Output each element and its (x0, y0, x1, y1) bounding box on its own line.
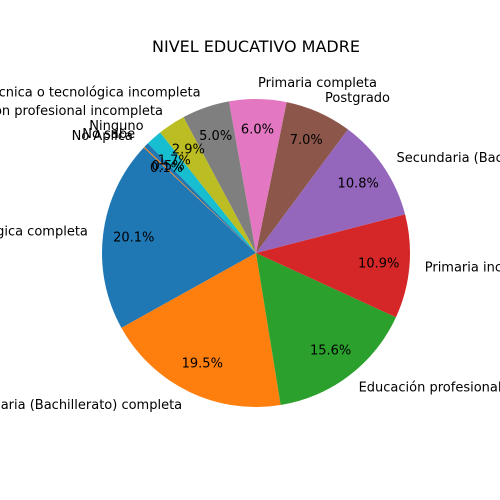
pie-slice (160, 117, 256, 253)
slice-percent-label: 10.9% (358, 256, 399, 271)
pie-slices (101, 99, 410, 407)
slice-category-label: No sabe (82, 127, 135, 142)
slice-category-label: Ninguno (89, 119, 143, 134)
pie-slice (143, 146, 256, 253)
slice-percent-label: 6.0% (241, 122, 274, 137)
slice-percent-label: 0.1% (150, 161, 183, 176)
pie-slice (256, 102, 348, 253)
pie-slice (147, 132, 256, 253)
slice-category-label: Técnica o tecnológica completa (0, 225, 88, 240)
pie-labels: Técnica o tecnológica completa 20.1% Secun… (0, 76, 500, 413)
pie-slice (101, 147, 257, 328)
slice-category-label: Secundaria (Bachillerato) completa (0, 398, 182, 413)
slice-category-label: Secundaria (Bachillerato) incompleta (397, 151, 500, 166)
pie-slice (121, 253, 281, 407)
slice-percent-label: 15.6% (310, 344, 351, 359)
pie-slice (256, 129, 406, 253)
slice-percent-label: 5.0% (199, 129, 232, 144)
slice-percent-label: 7.0% (290, 133, 323, 148)
slice-percent-label: 0.5% (152, 159, 185, 174)
slice-category-label: Primaria incompleta (425, 260, 500, 275)
slice-percent-label: 1.7% (158, 153, 191, 168)
slice-percent-label: 2.9% (172, 143, 205, 158)
pie-slice (256, 253, 396, 406)
pie-slice (228, 99, 287, 253)
slice-category-label: No Aplica (72, 129, 133, 144)
pie-slice (144, 143, 256, 253)
chart-title: NIVEL EDUCATIVO MADRE (152, 37, 360, 56)
slice-category-label: Primaria completa (258, 76, 377, 91)
slice-category-label: Postgrado (325, 91, 390, 106)
slice-percent-label: 19.5% (182, 356, 223, 371)
slice-category-label: Educación profesional incompleta (0, 104, 163, 119)
pie-slice (183, 101, 256, 253)
slice-percent-label: 10.8% (338, 177, 379, 192)
slice-percent-label: 20.1% (113, 230, 154, 245)
slice-category-label: Educación profesional completa (359, 380, 500, 395)
slice-category-label: Técnica o tecnológica incompleta (0, 85, 201, 100)
pie-slice (256, 214, 410, 318)
